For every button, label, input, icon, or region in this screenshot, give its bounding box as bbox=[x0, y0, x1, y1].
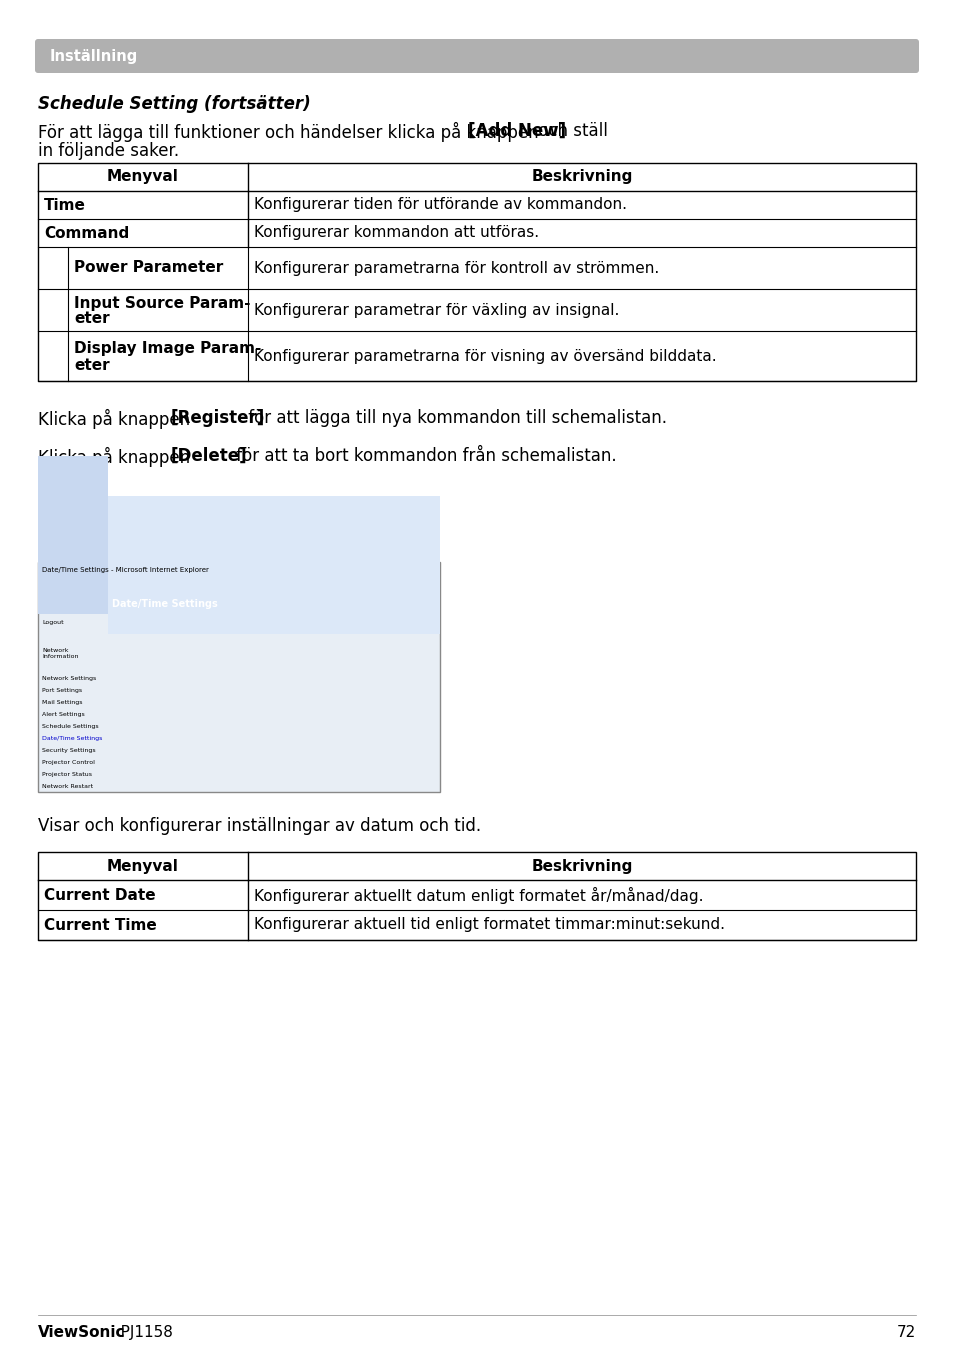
Text: PJ1158: PJ1158 bbox=[106, 1326, 172, 1340]
Text: Klicka på knappen: Klicka på knappen bbox=[38, 447, 195, 467]
Text: Inställning: Inställning bbox=[50, 49, 138, 64]
Text: 72: 72 bbox=[896, 1326, 915, 1340]
Text: Visar och konfigurerar inställningar av datum och tid.: Visar och konfigurerar inställningar av … bbox=[38, 816, 480, 835]
Text: Mail Settings: Mail Settings bbox=[42, 700, 82, 705]
Text: Beskrivning: Beskrivning bbox=[531, 169, 632, 184]
Text: För att lägga till funktioner och händelser klicka på knappen: För att lägga till funktioner och händel… bbox=[38, 122, 543, 142]
Text: Power Parameter: Power Parameter bbox=[74, 260, 223, 275]
Text: Konfigurerar parametrar för växling av insignal.: Konfigurerar parametrar för växling av i… bbox=[253, 302, 618, 317]
Text: Current Date: Current Date bbox=[44, 887, 155, 903]
Text: Logout: Logout bbox=[42, 620, 64, 626]
Text: Konfigurerar aktuell tid enligt formatet timmar:minut:sekund.: Konfigurerar aktuell tid enligt formatet… bbox=[253, 918, 724, 933]
Text: ViewSonic: ViewSonic bbox=[38, 1326, 126, 1340]
Text: Display Image Param-: Display Image Param- bbox=[74, 341, 261, 356]
Text: Projector Status: Projector Status bbox=[42, 772, 91, 777]
Text: Date/Time Settings: Date/Time Settings bbox=[38, 517, 368, 546]
Text: Network Settings: Network Settings bbox=[42, 676, 96, 681]
Text: Schedule Setting (fortsätter): Schedule Setting (fortsätter) bbox=[38, 95, 311, 112]
Text: Input Source Param-: Input Source Param- bbox=[74, 297, 251, 311]
Text: Security Settings: Security Settings bbox=[42, 747, 95, 753]
Bar bbox=[38, 562, 439, 578]
Text: [Register]: [Register] bbox=[171, 409, 265, 427]
Text: för att ta bort kommandon från schemalistan.: för att ta bort kommandon från schemalis… bbox=[231, 447, 616, 464]
Bar bbox=[38, 456, 108, 613]
Text: Konfigurerar aktuellt datum enligt formatet år/månad/dag.: Konfigurerar aktuellt datum enligt forma… bbox=[253, 887, 702, 903]
Text: och ställ: och ställ bbox=[533, 122, 607, 139]
Text: Menyval: Menyval bbox=[107, 169, 179, 184]
Text: Date/Time Settings: Date/Time Settings bbox=[42, 737, 102, 741]
FancyBboxPatch shape bbox=[35, 39, 918, 73]
Text: Command: Command bbox=[44, 226, 129, 241]
Bar bbox=[38, 162, 915, 380]
Text: Projector Control: Projector Control bbox=[42, 760, 94, 765]
Text: Konfigurerar tiden för utförande av kommandon.: Konfigurerar tiden för utförande av komm… bbox=[253, 198, 626, 213]
Bar bbox=[38, 562, 439, 792]
Text: Schedule Settings: Schedule Settings bbox=[42, 724, 98, 728]
Text: Klicka på knappen: Klicka på knappen bbox=[38, 409, 195, 429]
Bar bbox=[38, 162, 915, 191]
Text: Network
Information: Network Information bbox=[42, 649, 78, 659]
Text: Beskrivning: Beskrivning bbox=[531, 858, 632, 873]
Text: Konfigurerar kommandon att utföras.: Konfigurerar kommandon att utföras. bbox=[253, 226, 538, 241]
Text: Menyval: Menyval bbox=[107, 858, 179, 873]
Text: Date/Time Settings - Microsoft Internet Explorer: Date/Time Settings - Microsoft Internet … bbox=[42, 567, 209, 573]
Bar bbox=[38, 852, 915, 940]
Text: Date/Time Settings: Date/Time Settings bbox=[112, 598, 217, 609]
Text: [Delete]: [Delete] bbox=[171, 447, 248, 464]
Bar bbox=[108, 496, 439, 634]
Text: in följande saker.: in följande saker. bbox=[38, 142, 179, 160]
Text: Network Restart: Network Restart bbox=[42, 784, 93, 789]
Text: för att lägga till nya kommandon till schemalistan.: för att lägga till nya kommandon till sc… bbox=[243, 409, 666, 427]
Text: eter: eter bbox=[74, 359, 110, 374]
Text: Konfigurerar parametrarna för visning av översänd bilddata.: Konfigurerar parametrarna för visning av… bbox=[253, 348, 716, 363]
Bar bbox=[108, 594, 439, 613]
Text: Port Settings: Port Settings bbox=[42, 688, 82, 693]
Text: eter: eter bbox=[74, 311, 110, 326]
Text: [Add New]: [Add New] bbox=[468, 122, 565, 139]
Text: Alert Settings: Alert Settings bbox=[42, 712, 85, 718]
Text: Time: Time bbox=[44, 198, 86, 213]
Text: Current Time: Current Time bbox=[44, 918, 156, 933]
Text: Konfigurerar parametrarna för kontroll av strömmen.: Konfigurerar parametrarna för kontroll a… bbox=[253, 260, 659, 275]
